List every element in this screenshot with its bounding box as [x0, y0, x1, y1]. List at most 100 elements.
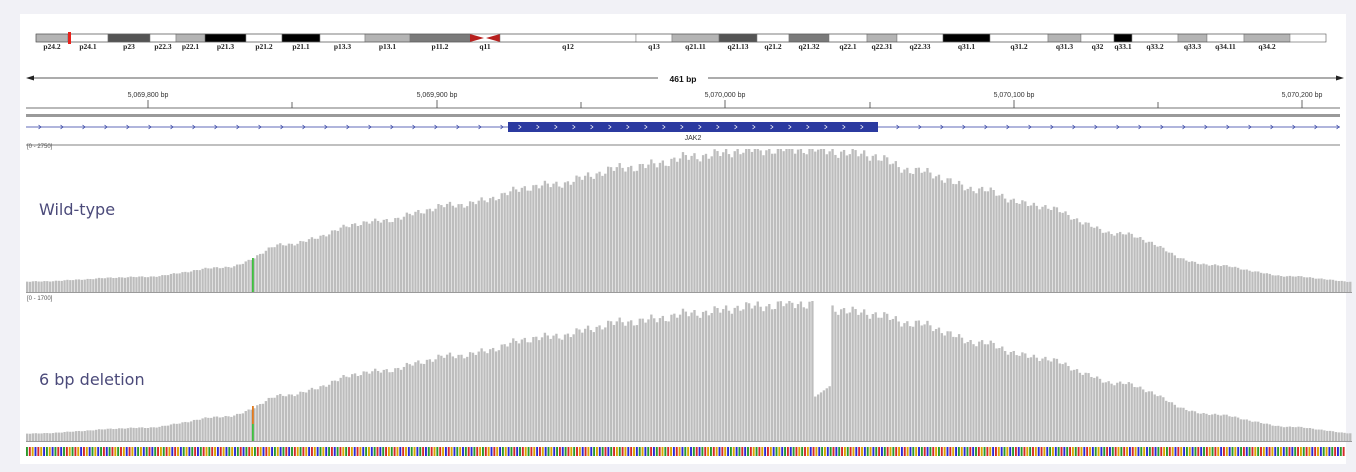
sequence-base: [732, 447, 735, 456]
sequence-base: [627, 447, 630, 456]
coverage-bar: [80, 431, 83, 441]
coverage-bar: [569, 337, 572, 441]
coverage-bar: [779, 149, 782, 292]
coverage-bar: [730, 313, 734, 441]
coverage-bar: [1167, 402, 1171, 441]
coverage-bar: [814, 151, 817, 292]
coverage-bar: [598, 325, 601, 441]
coverage-bar: [471, 201, 475, 292]
strand-arrow: [1182, 124, 1186, 130]
sequence-base: [658, 447, 661, 456]
coverage-bar: [1202, 263, 1205, 292]
sequence-base: [368, 447, 370, 456]
sequence-base: [815, 447, 818, 456]
coverage-bar: [1093, 227, 1096, 292]
coverage-bar: [1156, 246, 1159, 292]
sequence-base: [102, 447, 105, 456]
exon-strand-arrow: [680, 124, 684, 130]
sequence-base: [923, 447, 926, 456]
coverage-bar: [399, 219, 403, 292]
coverage-bar: [1294, 276, 1297, 292]
coverage-bar: [1349, 281, 1352, 292]
sequence-base: [764, 447, 767, 456]
sequence-base: [293, 447, 296, 456]
sequence-base: [872, 447, 875, 456]
sequence-base: [1271, 447, 1274, 456]
coverage-bar: [109, 428, 112, 441]
coverage-bar: [630, 165, 633, 292]
coverage-bar: [49, 281, 52, 292]
coverage-bar: [385, 369, 388, 441]
sequence-base: [273, 447, 276, 456]
coverage-bar: [204, 267, 207, 292]
sequence-base: [1305, 447, 1308, 456]
sequence-base: [330, 447, 333, 456]
sequence-base: [168, 447, 171, 456]
strand-arrow: [1072, 124, 1076, 130]
sequence-base: [1282, 447, 1285, 456]
coverage-bar: [1349, 433, 1352, 441]
sequence-base: [1089, 447, 1091, 456]
sequence-base: [1077, 447, 1080, 456]
sequence-base: [647, 447, 650, 456]
coverage-bar: [886, 313, 889, 441]
coverage-bar: [1127, 382, 1130, 441]
coverage-bar: [155, 276, 158, 292]
coverage-bar: [727, 310, 731, 441]
coverage-bar: [290, 394, 293, 441]
sequence-base: [1071, 447, 1074, 456]
strand-arrow: [1336, 124, 1340, 130]
coverage-bar: [1343, 432, 1346, 441]
sequence-base: [578, 447, 581, 456]
coverage-bar: [897, 167, 900, 292]
coverage-bar: [802, 307, 805, 441]
strand-arrow: [1292, 124, 1296, 130]
coverage-bar: [1271, 275, 1274, 292]
sequence-base: [177, 447, 179, 456]
coverage-bar: [1032, 202, 1036, 292]
sequence-base: [806, 447, 809, 456]
coverage-bar: [572, 181, 575, 292]
coverage-bar: [1162, 247, 1165, 292]
coverage-bar: [661, 160, 664, 292]
sequence-base: [644, 447, 647, 456]
coverage-bar: [417, 360, 420, 441]
coverage-bar: [523, 186, 526, 292]
sequence-base: [1097, 447, 1100, 456]
coverage-bar: [1228, 266, 1231, 292]
ideogram-band-label-p13.3: p13.3: [334, 42, 352, 51]
gene-exon-jak2: [508, 122, 878, 132]
coverage-bar: [1213, 264, 1217, 292]
coverage-bar: [704, 310, 708, 441]
coverage-bar: [926, 167, 929, 292]
sequence-base: [154, 447, 157, 456]
coverage-bar: [503, 192, 506, 292]
coverage-bar: [805, 154, 808, 292]
coverage-bar: [141, 427, 144, 441]
coverage-bar: [149, 427, 153, 441]
coverage-bar: [644, 322, 647, 441]
coverage-bar: [946, 178, 949, 292]
coverage-bar: [1331, 431, 1335, 441]
sequence-base: [1109, 447, 1111, 456]
sequence-base: [1237, 447, 1240, 456]
coverage-bar: [425, 359, 429, 441]
coverage-bar: [1012, 198, 1015, 292]
coverage-bar: [227, 416, 230, 441]
coverage-bar: [1280, 276, 1283, 292]
coverage-bar: [328, 234, 331, 292]
coverage-bar: [1075, 369, 1079, 441]
coverage-bar: [374, 218, 377, 292]
coverage-bar: [178, 423, 181, 441]
coverage-bar: [540, 337, 544, 441]
sequence-base: [356, 447, 359, 456]
sequence-base: [536, 447, 539, 456]
coverage-bar: [273, 247, 276, 292]
sequence-base: [120, 447, 122, 456]
sequence-base: [148, 447, 151, 456]
coverage-bar: [34, 281, 37, 292]
coverage-bar: [46, 281, 49, 292]
sequence-base: [1166, 447, 1168, 456]
sequence-base: [353, 447, 356, 456]
sequence-base: [957, 447, 960, 456]
